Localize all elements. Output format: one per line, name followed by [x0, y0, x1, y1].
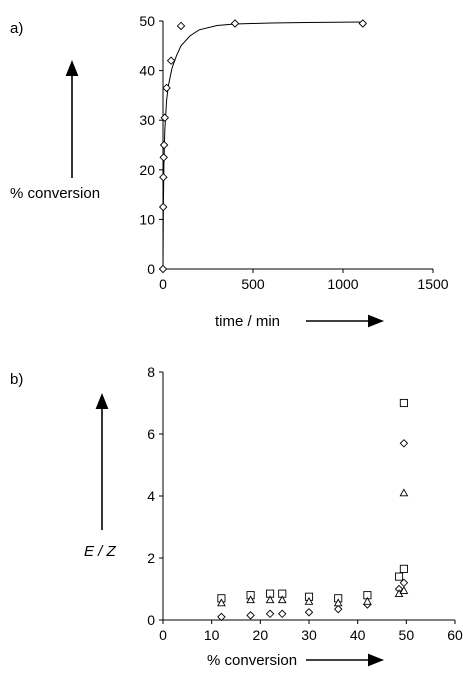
- panel-a-y-tick-label: 50: [139, 13, 155, 29]
- panel-b-point-triangle: [304, 596, 314, 605]
- panel-a-point-diamond: [166, 56, 176, 65]
- panel-a-xlabel: time / min: [215, 313, 280, 330]
- panel-a-y-tick-label: 0: [147, 261, 155, 277]
- panel-b-ylabel: E / Z: [84, 543, 117, 560]
- panel-a-x-tick-label: 500: [241, 276, 265, 292]
- panel-b-point-diamond: [333, 604, 343, 614]
- panel-a-x-tick-label: 1000: [327, 276, 358, 292]
- panel-b-x-tick-label: 20: [253, 627, 269, 643]
- panel-b-point-diamond: [277, 609, 287, 619]
- panel-a-point-diamond: [158, 264, 168, 274]
- panel-b-point-triangle: [363, 596, 372, 605]
- panel-b-point-triangle: [246, 595, 255, 604]
- panel-b-xlabel: % conversion: [207, 652, 297, 669]
- panel-b-x-tick-label: 60: [447, 627, 463, 643]
- panel-b-x-tick-label: 50: [399, 627, 415, 643]
- panel-b-point-triangle: [399, 488, 409, 497]
- panel-b-y-tick-label: 8: [147, 364, 155, 380]
- panel-b-point-triangle: [277, 595, 287, 604]
- panel-b-point-square: [399, 564, 408, 573]
- panel-b-x-tick-label: 10: [204, 627, 220, 643]
- panel-b-x-tick-label: 0: [159, 627, 167, 643]
- panel-a-y-tick-label: 30: [139, 112, 155, 128]
- panel-b-point-triangle: [333, 598, 343, 607]
- panel-b-x-tick-label: 30: [301, 627, 317, 643]
- panel-a-point-diamond: [162, 83, 171, 93]
- panel-b-point-diamond: [217, 612, 226, 622]
- panel-b-point-triangle: [217, 598, 226, 607]
- panel-b-point-square: [399, 398, 408, 408]
- panel-b-point-diamond: [265, 609, 275, 619]
- panel-b-point-square: [394, 572, 404, 581]
- panel-a-y-tick-label: 20: [139, 162, 155, 178]
- panel-b-y-tick-label: 6: [147, 426, 155, 442]
- panel-a-point-diamond: [160, 113, 170, 122]
- panel-a-point-diamond: [358, 19, 368, 28]
- panel-a-fit-curve: [162, 21, 363, 270]
- panel-b-point-triangle: [399, 586, 409, 594]
- panel-a-point-diamond: [158, 202, 168, 212]
- panel-a-x-tick-label: 1500: [417, 276, 448, 292]
- panel-b-point-triangle: [265, 595, 275, 604]
- panel-a-x-tick-label: 0: [159, 276, 167, 292]
- panel-b-plot: 0 2 4 6 8 0 10 20 30 40 50 60: [147, 364, 463, 643]
- panel-b-y-tick-label: 0: [147, 612, 155, 628]
- panel-a-point-diamond: [159, 140, 169, 150]
- panel-b-y-tick-label: 2: [147, 550, 155, 566]
- panel-a-y-tick-label: 40: [139, 63, 155, 79]
- panel-b-label: b): [10, 371, 23, 388]
- panel-b-y-tick-label: 4: [147, 488, 155, 504]
- panel-a-point-diamond: [230, 19, 240, 28]
- panel-a-point-diamond: [159, 173, 168, 182]
- panel-b-x-tick-label: 40: [350, 627, 366, 643]
- panel-a-label: a): [10, 20, 23, 37]
- panel-a-point-diamond: [176, 21, 186, 31]
- panel-b-point-diamond: [399, 439, 409, 448]
- panel-b-point-diamond: [304, 608, 314, 617]
- panel-a-ylabel: % conversion: [10, 185, 100, 202]
- panel-b-point-diamond: [246, 611, 255, 620]
- panel-a-point-diamond: [159, 153, 168, 162]
- panel-a-y-tick-label: 10: [139, 211, 155, 227]
